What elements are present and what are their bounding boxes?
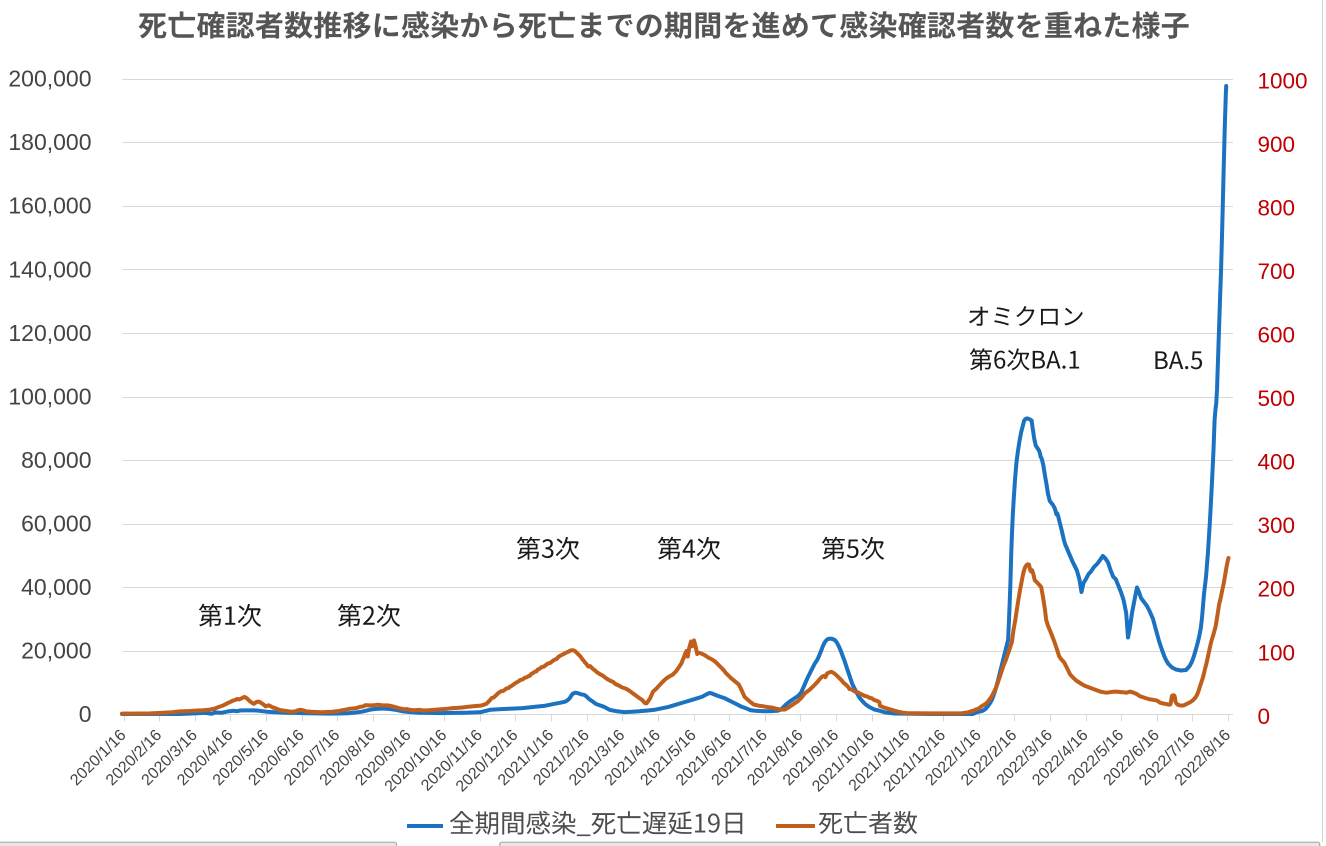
svg-text:0: 0 bbox=[79, 701, 92, 727]
svg-text:800: 800 bbox=[1258, 195, 1296, 220]
svg-text:100: 100 bbox=[1258, 640, 1296, 665]
svg-text:60,000: 60,000 bbox=[21, 511, 91, 537]
svg-text:300: 300 bbox=[1258, 513, 1296, 538]
svg-text:80,000: 80,000 bbox=[21, 447, 91, 473]
svg-text:400: 400 bbox=[1258, 450, 1296, 475]
svg-text:0: 0 bbox=[1258, 704, 1271, 729]
svg-text:500: 500 bbox=[1258, 386, 1296, 411]
svg-text:700: 700 bbox=[1258, 259, 1296, 284]
svg-text:600: 600 bbox=[1258, 323, 1296, 348]
svg-text:20,000: 20,000 bbox=[21, 638, 91, 664]
svg-text:180,000: 180,000 bbox=[8, 129, 91, 155]
svg-text:160,000: 160,000 bbox=[8, 193, 91, 219]
svg-text:200,000: 200,000 bbox=[8, 66, 91, 92]
svg-text:140,000: 140,000 bbox=[8, 256, 91, 282]
svg-text:1000: 1000 bbox=[1258, 68, 1308, 93]
svg-text:200: 200 bbox=[1258, 577, 1296, 602]
svg-text:900: 900 bbox=[1258, 132, 1296, 157]
svg-text:100,000: 100,000 bbox=[8, 383, 91, 409]
svg-text:40,000: 40,000 bbox=[21, 574, 91, 600]
svg-text:120,000: 120,000 bbox=[8, 320, 91, 346]
